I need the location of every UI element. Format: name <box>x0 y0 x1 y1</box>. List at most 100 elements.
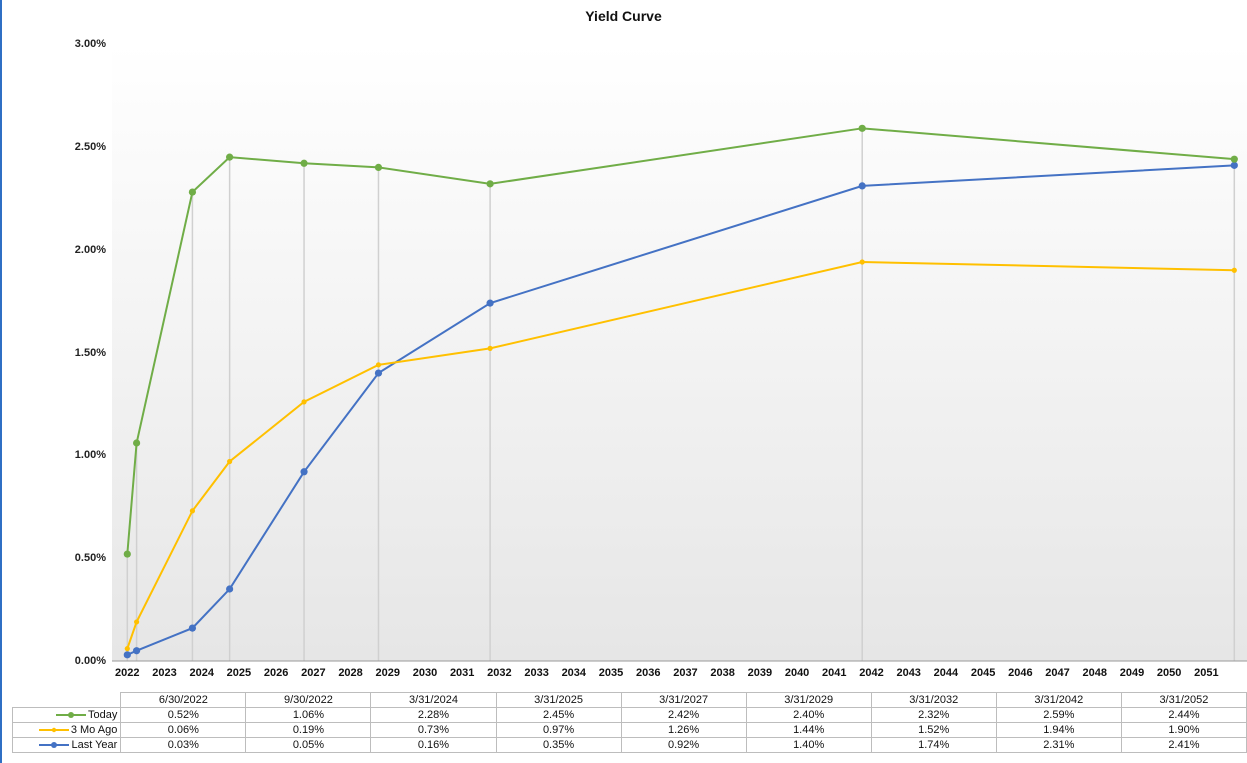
data-point-3-mo-ago <box>1231 267 1237 273</box>
x-tick-label: 2033 <box>524 667 549 679</box>
data-point-last-year <box>1230 161 1238 169</box>
legend-key-today <box>55 711 86 719</box>
table-cell: 2.41% <box>1120 737 1247 753</box>
data-point-last-year <box>226 585 234 593</box>
data-point-3-mo-ago <box>134 619 140 625</box>
table-column-header: 3/31/2024 <box>370 692 497 708</box>
x-tick-label: 2024 <box>189 667 214 679</box>
x-tick-label: 2051 <box>1194 667 1219 679</box>
x-tick-label: 2044 <box>933 667 959 679</box>
data-point-today <box>486 180 494 188</box>
table-cell: 0.16% <box>370 737 497 753</box>
table-column-header: 3/31/2025 <box>495 692 622 708</box>
table-cell: 1.26% <box>620 722 747 738</box>
table-cell: 0.35% <box>495 737 622 753</box>
table-cell: 0.52% <box>120 707 247 723</box>
table-column-header: 3/31/2029 <box>745 692 872 708</box>
legend-label: Last Year <box>71 739 118 751</box>
table-cell: 0.19% <box>245 722 372 738</box>
data-point-today <box>133 439 141 447</box>
table-row: Last Year 0.03% 0.05% 0.16% 0.35% 0.92% 1.40% 1… <box>11 737 1247 753</box>
data-point-today <box>1230 155 1238 163</box>
table-row: 3 Mo Ago 0.06% 0.19% 0.73% 0.97% 1.26% 1.44% 1.… <box>11 722 1247 738</box>
table-column-header: 3/31/2052 <box>1120 692 1247 708</box>
data-point-last-year <box>123 651 131 659</box>
table-cell: 0.03% <box>120 737 247 753</box>
data-point-3-mo-ago <box>301 399 307 405</box>
x-tick-label: 2048 <box>1082 667 1107 679</box>
table-column-header: 3/31/2027 <box>620 692 747 708</box>
data-point-last-year <box>374 369 383 377</box>
table-cell: 0.73% <box>370 722 497 738</box>
x-tick-label: 2038 <box>710 667 735 679</box>
table-cell: 2.44% <box>1120 707 1247 723</box>
legend-key-3-mo-ago <box>38 726 69 734</box>
x-tick-label: 2041 <box>822 667 847 679</box>
chart-plot <box>112 44 1247 662</box>
x-tick-label: 2050 <box>1156 667 1182 679</box>
table-column-header: 3/31/2042 <box>995 692 1122 708</box>
x-tick-label: 2035 <box>598 667 624 679</box>
table-cell: 1.94% <box>995 722 1122 738</box>
x-tick-label: 2036 <box>635 667 661 679</box>
x-tick-label: 2034 <box>561 667 587 679</box>
y-tick-label: 2.00% <box>74 243 106 256</box>
y-tick-label: 1.50% <box>74 346 106 359</box>
x-tick-label: 2023 <box>152 667 177 679</box>
table-cell: 2.59% <box>995 707 1122 723</box>
y-tick-label: 0.50% <box>74 552 106 565</box>
window-edge <box>0 0 2 763</box>
table-column-header: 6/30/2022 <box>120 692 247 708</box>
data-point-last-year <box>133 647 141 655</box>
plot-area-background <box>112 44 1247 661</box>
x-tick-label: 2028 <box>338 667 363 679</box>
data-point-last-year <box>486 299 494 307</box>
data-point-last-year <box>188 624 197 632</box>
table-corner <box>12 692 122 708</box>
table-cell: 2.45% <box>495 707 622 723</box>
table-cell: 2.40% <box>745 707 872 723</box>
data-point-last-year <box>858 182 866 190</box>
table-row-header: Last Year <box>11 737 122 753</box>
data-point-3-mo-ago <box>124 646 130 652</box>
x-tick-label: 2045 <box>970 667 996 679</box>
x-tick-label: 2043 <box>896 667 921 679</box>
data-point-today <box>858 124 866 132</box>
table-cell: 0.97% <box>495 722 622 738</box>
data-point-3-mo-ago <box>189 508 196 514</box>
table-row: Today 0.52% 1.06% 2.28% 2.45% 2.42% 2.40% 2.32%… <box>11 707 1247 723</box>
table-cell: 0.05% <box>245 737 372 753</box>
x-tick-label: 2046 <box>1008 667 1033 679</box>
legend-key-last-year <box>39 741 70 749</box>
data-point-today <box>374 163 383 171</box>
y-tick-label: 0.00% <box>74 655 106 667</box>
table-cell: 0.92% <box>620 737 747 753</box>
y-tick-label: 3.00% <box>74 38 106 50</box>
x-tick-label: 2025 <box>226 667 252 679</box>
data-point-today <box>188 188 197 196</box>
x-tick-label: 2026 <box>263 667 289 679</box>
x-tick-label: 2040 <box>784 667 810 679</box>
x-tick-label: 2032 <box>487 667 512 679</box>
table-cell: 1.44% <box>745 722 872 738</box>
x-tick-label: 2029 <box>375 667 400 679</box>
x-tick-label: 2049 <box>1119 667 1145 679</box>
table-cell: 2.31% <box>995 737 1122 753</box>
data-point-today <box>300 159 308 167</box>
data-point-3-mo-ago <box>375 362 382 368</box>
table-cell: 1.74% <box>870 737 997 753</box>
data-point-3-mo-ago <box>859 259 865 265</box>
data-point-last-year <box>300 468 308 476</box>
x-tick-label: 2027 <box>301 667 326 679</box>
table-cell: 1.90% <box>1120 722 1247 738</box>
data-point-today <box>123 550 131 558</box>
legend-label: Today <box>87 709 118 721</box>
table-cell: 0.06% <box>120 722 247 738</box>
data-table: 6/30/2022 9/30/2022 3/31/2024 3/31/2025 3/31… <box>11 692 1247 753</box>
y-tick-label: 2.50% <box>74 140 106 153</box>
x-tick-label: 2037 <box>673 667 698 679</box>
table-row-header: Today <box>11 707 122 723</box>
data-point-3-mo-ago <box>227 458 233 465</box>
data-point-3-mo-ago <box>487 345 493 351</box>
data-point-today <box>226 153 234 161</box>
